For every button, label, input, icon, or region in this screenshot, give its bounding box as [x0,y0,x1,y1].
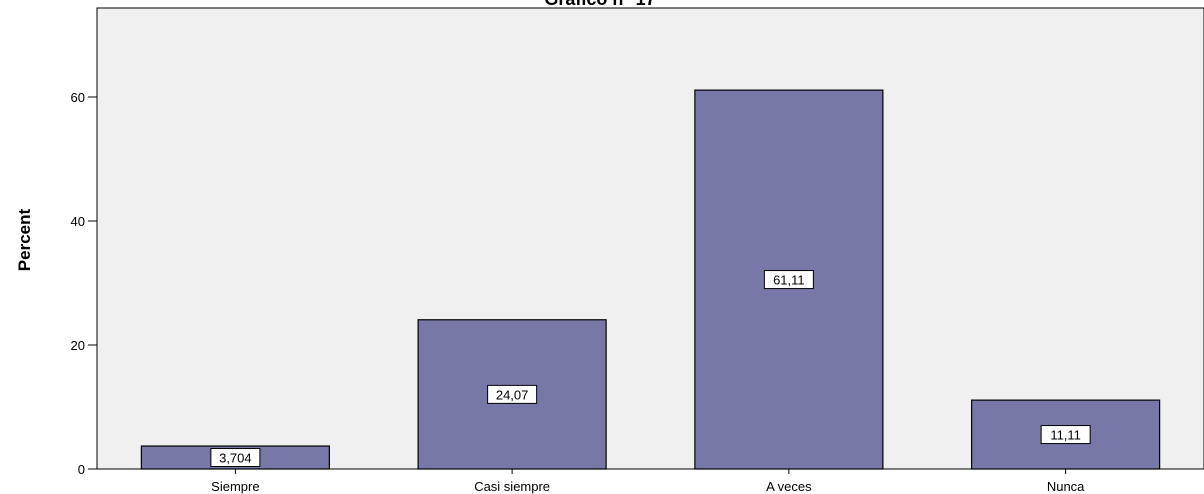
data-label: 11,11 [1050,428,1081,443]
x-tick-label: A veces [766,479,812,494]
data-label: 24,07 [496,387,529,402]
category-labels: Siempre Casi siempre A veces Nunca [211,469,1085,494]
chart-title: Grafico n° 17 [544,0,655,9]
x-tick-label: Casi siempre [474,479,550,494]
x-tick-label: Nunca [1047,479,1085,494]
data-label-box [210,448,261,468]
y-tick-label: 0 [78,462,85,477]
y-tick-label: 40 [71,214,85,229]
data-label-box [763,270,814,290]
y-axis-label: Percent [15,208,34,271]
bars: 3,704 24,07 61,11 11,11 [140,89,1161,470]
plot-area [96,7,1204,470]
y-tick-label: 60 [71,90,85,105]
x-tick-label: Siempre [211,479,259,494]
data-label: 61,11 [773,273,805,288]
data-label-box [487,384,538,404]
y-axis-ticks: 0 20 40 60 [71,90,97,477]
data-label: 3,704 [219,451,252,466]
y-tick-label: 20 [71,338,85,353]
data-label-box [1040,425,1091,445]
